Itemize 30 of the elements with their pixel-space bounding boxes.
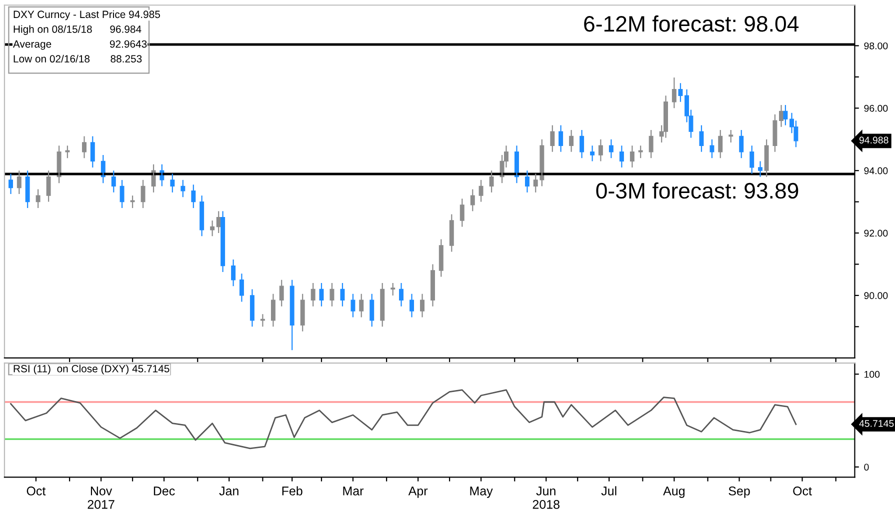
annotation: RSI (11) on Close (DXY) 45.7145 — [14, 364, 170, 374]
y-tick-label: 98.00 — [864, 42, 888, 50]
x-tick-label: Jul — [601, 486, 616, 496]
ref-line-label: 0-3M forecast: 93.89 — [596, 182, 798, 199]
x-tick-label: Nov 2017 — [88, 486, 114, 509]
y-tick-label: 90.00 — [864, 292, 888, 300]
y-tick-label: 94.00 — [864, 167, 888, 174]
annotation: Average 92.9643 — [13, 40, 147, 50]
x-tick-label: Jun 2018 — [532, 486, 560, 509]
x-tick-label: Aug — [663, 486, 684, 498]
y-tick-label: 100 — [864, 370, 880, 378]
x-tick-label: Oct — [26, 486, 46, 496]
text: 94.988 — [859, 136, 888, 144]
line-series — [10, 389, 797, 450]
y-tick-label: 96.00 — [864, 104, 888, 112]
x-tick-label: Feb — [282, 486, 302, 496]
annotation: DXY Curncy - Last Price 94.985 — [14, 10, 160, 20]
text: 45.7145 — [859, 420, 894, 427]
annotation: High on 08/15/18 96.984 — [14, 25, 142, 35]
ref-line-label: 6-12M forecast: 98.04 — [584, 15, 799, 32]
x-tick-label: Apr — [408, 486, 428, 498]
x-tick-label: Jan — [219, 486, 238, 496]
annotation: Low on 02/16/18 88.253 — [14, 54, 142, 63]
x-tick-label: Sep — [728, 486, 750, 498]
y-tick-label: 0 — [864, 464, 869, 471]
x-tick-label: May — [470, 486, 493, 498]
x-tick-label: Oct — [793, 486, 812, 496]
x-tick-label: Mar — [343, 486, 364, 496]
x-tick-label: Dec — [154, 486, 175, 496]
y-tick-label: 92.00 — [864, 230, 888, 237]
